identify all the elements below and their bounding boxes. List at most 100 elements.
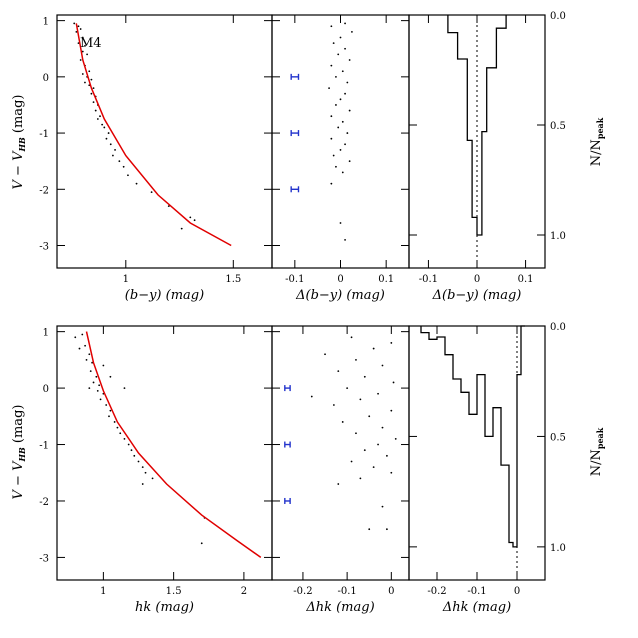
bottom-cmd-point bbox=[137, 460, 140, 463]
top-cmd-point bbox=[90, 78, 93, 81]
top-cmd-point bbox=[189, 216, 192, 219]
top-cmd-panel: 1 1.5 (b−y) (mag) -3 -2 -1 0 1 bbox=[39, 14, 273, 303]
top-residual-point bbox=[346, 81, 349, 84]
top-cmd-point bbox=[77, 25, 80, 28]
top-residual-xtick-label: -0.1 bbox=[285, 274, 304, 285]
top-residual-point bbox=[348, 109, 351, 112]
bottom-cmd-point bbox=[99, 398, 102, 401]
top-cmd-point bbox=[77, 42, 80, 45]
top-histogram-ylabel: N/Npeak bbox=[589, 117, 605, 166]
bottom-cmd-point bbox=[78, 347, 81, 350]
bottom-cmd-xtick-label: 1 bbox=[100, 586, 106, 597]
bottom-residual-frame bbox=[271, 325, 410, 581]
top-residual-point bbox=[330, 137, 333, 140]
bottom-histogram-histogram-steps bbox=[420, 325, 525, 548]
bottom-cmd-point bbox=[109, 375, 112, 378]
bottom-cmd-point bbox=[85, 358, 88, 361]
top-cmd-point bbox=[193, 219, 196, 222]
bottom-cmd-ytick-label: 0 bbox=[43, 384, 49, 395]
top-residual-point bbox=[339, 222, 342, 224]
top-residual-point bbox=[341, 120, 344, 123]
bottom-cmd-fiducial-line bbox=[85, 331, 262, 559]
bottom-cmd-xlabel: hk (mag) bbox=[135, 600, 194, 615]
top-residual-point bbox=[339, 36, 342, 39]
bottom-cmd-panel: 1 1.5 2 hk (mag) -3 -2 -1 0 1 bbox=[39, 325, 273, 615]
top-residual-point bbox=[328, 87, 330, 89]
bottom-cmd-point bbox=[130, 449, 133, 452]
bottom-cmd-point bbox=[141, 483, 144, 485]
bottom-cmd-point bbox=[105, 404, 108, 406]
top-residual-point bbox=[330, 115, 333, 118]
top-cmd-point bbox=[105, 137, 108, 140]
bottom-residual-panel: -0.2 -0.1 0 Δhk (mag) bbox=[271, 325, 410, 615]
bottom-residual-point bbox=[386, 454, 388, 457]
top-cmd-point bbox=[79, 28, 82, 30]
panels-layer: 1 1.5 (b−y) (mag) -3 -2 -1 0 1 -0.1 0 0.1 Δ(b−y) (m… bbox=[11, 11, 605, 615]
bottom-cmd-point bbox=[74, 336, 77, 339]
top-cmd-ytick-label: 1 bbox=[43, 17, 49, 28]
top-residual-point bbox=[344, 143, 346, 146]
top-residual-point bbox=[341, 171, 344, 174]
top-cmd-fiducial-line bbox=[75, 23, 232, 247]
top-cmd-point bbox=[90, 92, 93, 95]
top-cmd-point bbox=[167, 205, 170, 208]
bottom-residual-point bbox=[381, 426, 384, 429]
top-cmd-xtick-label: 1.5 bbox=[225, 274, 241, 285]
bottom-cmd-point bbox=[119, 432, 122, 435]
bottom-residual-point bbox=[386, 528, 388, 531]
bottom-residual-xtick-label: -0.1 bbox=[337, 586, 356, 597]
bottom-cmd-point bbox=[98, 384, 101, 387]
bottom-cmd-point bbox=[91, 361, 94, 364]
top-histogram-ytick-label: 0.0 bbox=[550, 11, 566, 22]
top-cmd-ytick-label: -2 bbox=[39, 185, 49, 196]
bottom-cmd-point bbox=[141, 466, 144, 469]
top-residual-point bbox=[348, 160, 351, 163]
bottom-residual-point bbox=[372, 347, 375, 350]
top-residual-frame bbox=[271, 14, 410, 269]
top-cmd-xlabel: (b−y) (mag) bbox=[125, 288, 204, 303]
top-cmd-ylabel: V − VHB (mag) bbox=[11, 95, 27, 190]
bottom-residual-point bbox=[337, 370, 340, 373]
bottom-residual-point bbox=[355, 358, 357, 361]
top-residual-point bbox=[335, 104, 337, 106]
top-histogram-panel: -0.1 0 0.1 Δ(b−y) (mag) 0.0 0.5 1.0 bbox=[408, 11, 566, 303]
top-residual-point bbox=[337, 53, 340, 56]
top-cmd-point bbox=[75, 30, 78, 33]
bottom-residual-point bbox=[332, 404, 335, 406]
bottom-cmd-point bbox=[108, 415, 110, 418]
bottom-cmd-xtick-label: 2 bbox=[241, 586, 247, 597]
bottom-cmd-point bbox=[127, 443, 130, 446]
bottom-residual-point bbox=[346, 387, 349, 389]
bottom-cmd-point bbox=[144, 471, 147, 474]
bottom-residual-point bbox=[390, 342, 393, 344]
bottom-histogram-ytick-label: 0.0 bbox=[550, 322, 566, 333]
bottom-cmd-ytick-label: -1 bbox=[39, 441, 49, 452]
bottom-cmd-point bbox=[109, 409, 112, 412]
top-cmd-point bbox=[122, 165, 125, 168]
bottom-residual-point bbox=[363, 375, 366, 378]
top-histogram-ytick-label: 1.0 bbox=[550, 231, 566, 242]
top-residual-point bbox=[348, 59, 351, 61]
bottom-residual-point bbox=[377, 392, 379, 395]
top-residual-point bbox=[344, 238, 346, 241]
bottom-residual-xlabel: Δhk (mag) bbox=[305, 600, 374, 615]
top-cmd-point bbox=[92, 87, 95, 89]
bottom-histogram-frame bbox=[408, 325, 546, 581]
top-cmd-point bbox=[96, 118, 99, 120]
top-cmd-point bbox=[109, 143, 112, 146]
bottom-cmd-ylabel: V − VHB (mag) bbox=[11, 405, 27, 500]
top-cmd-xtick-label: 1 bbox=[123, 274, 129, 285]
bottom-residual-point bbox=[368, 528, 371, 531]
top-residual-point bbox=[332, 154, 335, 157]
top-residual-point bbox=[332, 42, 335, 45]
bottom-residual-point bbox=[381, 505, 384, 508]
bottom-histogram-xtick-label: -0.2 bbox=[427, 586, 446, 597]
top-cmd-ytick-label: 0 bbox=[43, 73, 49, 84]
top-residual-point bbox=[344, 47, 346, 50]
top-residual-point bbox=[341, 70, 344, 73]
bottom-residual-point bbox=[392, 381, 395, 384]
bottom-histogram-ytick-label: 1.0 bbox=[550, 543, 566, 554]
bottom-residual-point bbox=[341, 421, 344, 423]
top-cmd-point bbox=[99, 115, 101, 118]
